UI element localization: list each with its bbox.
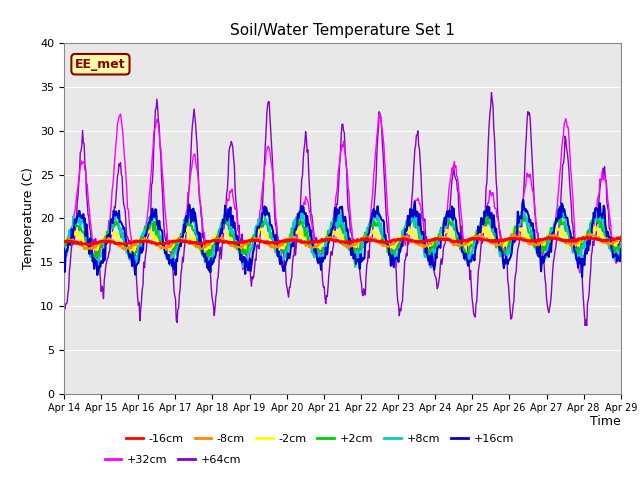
Y-axis label: Temperature (C): Temperature (C) (22, 168, 35, 269)
Legend: +32cm, +64cm: +32cm, +64cm (100, 451, 246, 469)
Legend: -16cm, -8cm, -2cm, +2cm, +8cm, +16cm: -16cm, -8cm, -2cm, +2cm, +8cm, +16cm (122, 429, 518, 448)
Text: Time: Time (590, 415, 621, 428)
Title: Soil/Water Temperature Set 1: Soil/Water Temperature Set 1 (230, 23, 455, 38)
Text: EE_met: EE_met (75, 58, 126, 71)
